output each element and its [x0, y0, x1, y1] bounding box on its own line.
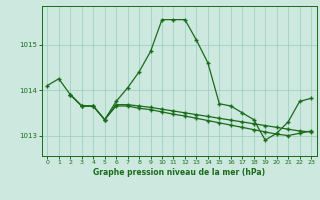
X-axis label: Graphe pression niveau de la mer (hPa): Graphe pression niveau de la mer (hPa) — [93, 168, 265, 177]
